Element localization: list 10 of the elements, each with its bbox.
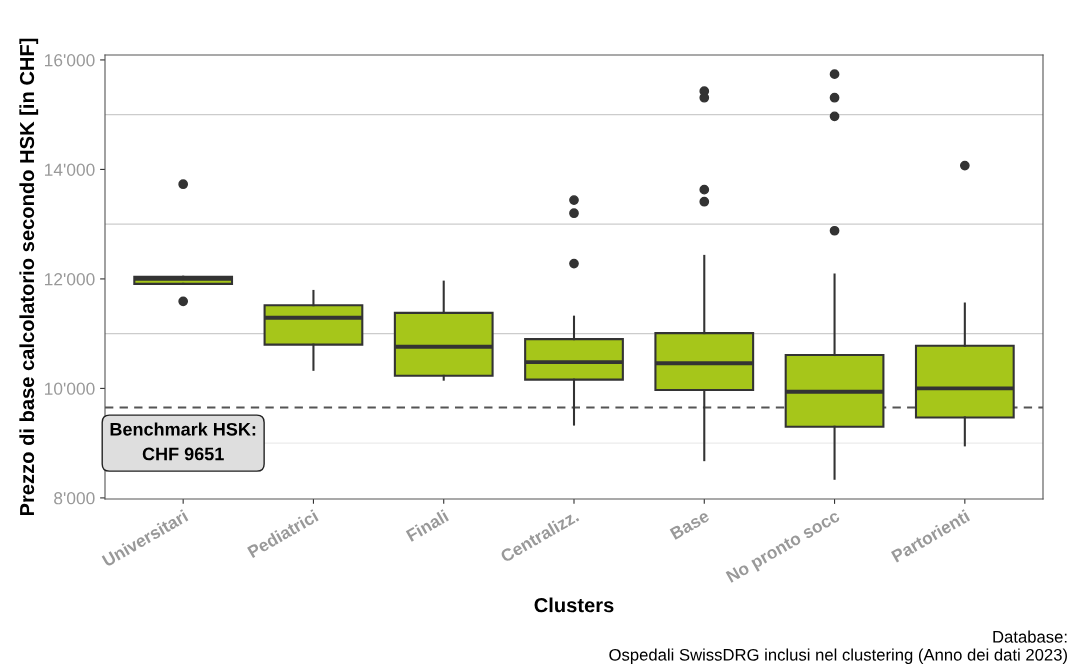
y-tick-label: 14'000	[45, 163, 95, 176]
y-tick-label: 10'000	[45, 382, 95, 395]
y-tick-label: 16'000	[45, 54, 95, 67]
x-axis-title: Clusters	[534, 597, 614, 613]
y-tick-label: 12'000	[45, 273, 95, 286]
ref-line-label: Benchmark HSK: CHF 9651	[110, 422, 256, 461]
x-tick-label: Base	[669, 509, 711, 540]
text: Database: Ospedali SwissDRG inclusi nel clustering (Anno dei dati 2023)	[609, 630, 1067, 664]
y-tick-label: 8'000	[54, 492, 95, 505]
y-axis-title: Prezzo di base calcolatorio secondo HSK [in CHF]	[19, 38, 39, 516]
